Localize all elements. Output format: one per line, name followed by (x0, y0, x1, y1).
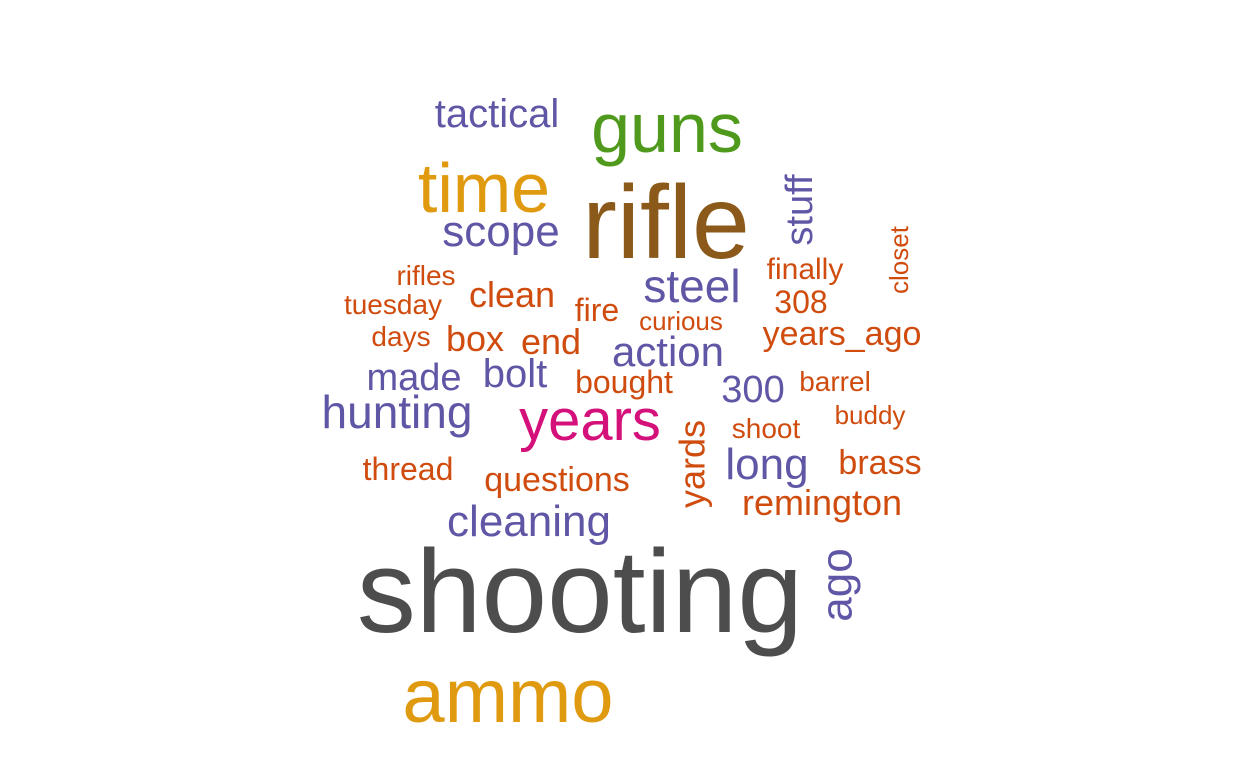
word-finally: finally (767, 253, 844, 286)
word-steel: steel (643, 260, 740, 312)
word-years: years (519, 388, 661, 453)
word-buddy: buddy (835, 400, 906, 430)
word-remington: remington (742, 482, 902, 523)
word-ago: ago (813, 548, 862, 621)
word-years-ago: years_ago (763, 315, 922, 353)
word-hunting: hunting (322, 386, 473, 438)
word-scope: scope (442, 207, 559, 256)
word-time: time (418, 149, 550, 227)
word-brass: brass (838, 444, 921, 482)
word-curious: curious (639, 306, 723, 336)
word-shooting: shooting (357, 526, 803, 658)
word-guns: guns (591, 89, 743, 167)
word-end: end (521, 321, 581, 362)
word-long: long (725, 440, 808, 489)
word-cleaning: cleaning (447, 497, 611, 546)
word-fire: fire (575, 292, 619, 328)
word-tactical: tactical (435, 92, 560, 136)
word-rifle: rifle (582, 165, 750, 281)
word-barrel: barrel (799, 366, 871, 397)
word-closet: closet (884, 225, 914, 294)
word-questions: questions (484, 461, 630, 499)
word-box: box (446, 318, 504, 359)
word-thread: thread (363, 451, 454, 487)
word-action: action (612, 328, 724, 375)
word-clean: clean (469, 274, 555, 315)
word-300: 300 (721, 369, 784, 411)
word-308: 308 (774, 284, 827, 320)
word-days: days (371, 321, 430, 352)
word-ammo: ammo (402, 654, 613, 739)
word-rifles: rifles (396, 260, 455, 291)
word-yards: yards (672, 420, 713, 508)
word-made: made (366, 357, 461, 399)
word-stuff: stuff (779, 174, 821, 246)
word-shoot: shoot (732, 413, 801, 444)
word-bolt: bolt (483, 352, 548, 396)
word-tuesday: tuesday (344, 289, 442, 320)
word-bought: bought (575, 364, 673, 400)
